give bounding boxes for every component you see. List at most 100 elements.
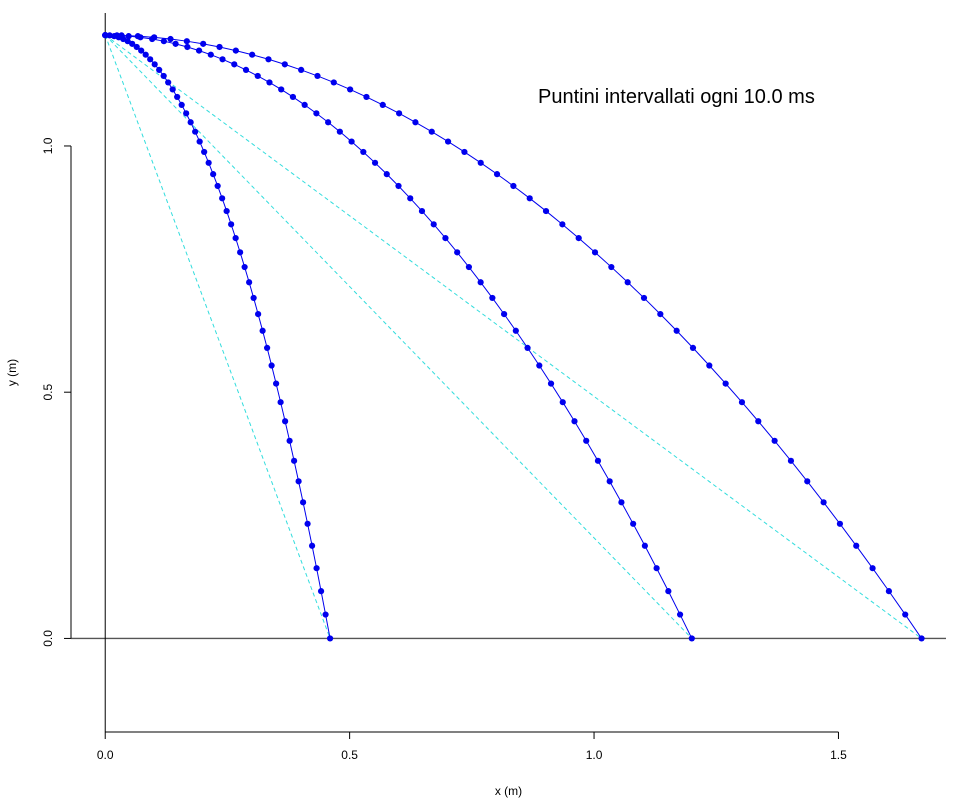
trajectory-1-point-19: [187, 119, 194, 126]
trajectory-2-point-40: [571, 418, 578, 425]
trajectory-3-point-49: [902, 611, 909, 618]
trajectory-3-point-13: [314, 72, 321, 80]
trajectory-2-point-29: [442, 235, 449, 242]
trajectory-2-point-7: [184, 43, 191, 51]
trajectory-1-point-18: [183, 110, 190, 117]
trajectory-3-point-2: [134, 33, 141, 40]
trajectory-1-point-8: [138, 47, 145, 54]
trajectory-1-point-21: [196, 138, 203, 145]
trajectory-3-point-25: [510, 182, 517, 190]
trajectory-2-point-18: [313, 110, 320, 117]
trajectory-3-point-5: [183, 38, 190, 45]
trajectory-1-point-13: [160, 72, 167, 80]
trajectory-1-point-10: [147, 56, 154, 63]
trajectory-1-point-35: [259, 327, 266, 334]
trajectory-2-point-2: [125, 33, 132, 40]
trajectory-2-point-42: [594, 457, 602, 464]
trajectory-2-point-34: [501, 311, 508, 318]
trajectory-2-point-38: [547, 380, 555, 387]
trajectory-1-point-43: [295, 478, 302, 485]
trajectory-2-point-9: [207, 51, 214, 58]
trajectory-3-point-47: [869, 565, 876, 572]
trajectory-1-point-34: [255, 311, 262, 318]
chord-line-3: [104, 34, 922, 639]
trajectory-3-point-50: [918, 635, 925, 642]
trajectory-3-point-10: [265, 56, 272, 63]
trajectory-1-point-41: [286, 437, 293, 444]
trajectory-3-point-4: [167, 35, 174, 43]
trajectory-2-point-28: [430, 221, 437, 228]
trajectory-2-point-20: [336, 128, 343, 135]
trajectory-1-point-32: [246, 279, 253, 286]
x-tick-label-3: 1.5: [830, 748, 847, 762]
trajectory-1-point-44: [299, 499, 307, 506]
trajectory-3-point-32: [624, 279, 631, 286]
trajectory-2-point-26: [407, 195, 414, 202]
trajectory-1-point-14: [165, 79, 172, 86]
trajectory-2-point-10: [219, 56, 226, 63]
trajectory-3-point-19: [412, 119, 419, 126]
trajectory-1-point-16: [174, 93, 181, 101]
trajectory-1-point-27: [223, 207, 230, 215]
trajectory-1-point-45: [304, 520, 311, 527]
trajectory-3-point-22: [461, 148, 468, 156]
trajectory-1-point-38: [273, 380, 280, 387]
trajectory-1-point-23: [205, 159, 212, 166]
chord-line-2: [104, 34, 693, 639]
trajectory-2-point-12: [242, 66, 250, 74]
trajectory-1-point-22: [201, 148, 208, 156]
trajectory-3-point-44: [820, 499, 827, 506]
x-axis-label: x (m): [495, 784, 522, 798]
trajectory-3-point-7: [216, 43, 223, 51]
trajectory-2-point-50: [688, 635, 695, 642]
trajectory-3-point-46: [853, 542, 860, 549]
y-tick-label-2: 1.0: [41, 137, 55, 154]
y-axis-label: y (m): [5, 359, 19, 386]
trajectory-2-point-37: [536, 362, 543, 369]
trajectory-3-point-18: [396, 110, 403, 117]
trajectory-1-point-30: [237, 249, 244, 256]
trajectory-3-point-14: [330, 79, 337, 86]
trajectory-2-point-35: [512, 327, 519, 334]
chord-line-1: [104, 34, 331, 639]
trajectory-2-point-17: [301, 101, 308, 108]
trajectory-1-point-26: [219, 195, 226, 202]
trajectory-1-point-11: [151, 61, 158, 68]
trajectory-1-point-49: [322, 611, 329, 618]
trajectory-3-point-17: [379, 101, 386, 108]
trajectory-3-point-11: [281, 61, 288, 68]
trajectory-2-point-31: [465, 263, 473, 271]
trajectory-2-point-24: [383, 171, 390, 178]
trajectory-3-point-20: [428, 128, 435, 135]
trajectory-1-point-50: [326, 635, 334, 642]
trajectory-3-point-16: [363, 93, 370, 101]
trajectory-2-point-39: [559, 399, 566, 406]
trajectory-1-point-37: [268, 362, 275, 369]
trajectory-2-point-1: [113, 32, 121, 39]
trajectory-2-point-6: [172, 40, 179, 47]
trajectory-3-point-34: [657, 311, 664, 318]
trajectory-3-point-21: [444, 138, 452, 145]
trajectory-2-point-48: [665, 588, 672, 595]
trajectory-3-point-0: [102, 32, 109, 39]
x-tick-label-0: 0.0: [97, 748, 114, 762]
trajectory-3-point-39: [738, 399, 746, 406]
trajectory-2-point-32: [477, 279, 484, 286]
trajectory-3-point-45: [836, 520, 844, 527]
trajectory-2-point-47: [653, 565, 660, 572]
trajectory-2-point-14: [266, 79, 273, 86]
y-tick-label-1: 0.5: [41, 384, 55, 401]
trajectory-3-point-40: [755, 418, 762, 425]
trajectory-2-point-27: [418, 207, 426, 215]
trajectory-2-point-13: [254, 72, 261, 80]
trajectory-1-point-42: [291, 457, 298, 464]
trajectory-3-point-28: [559, 221, 566, 228]
trajectory-2-point-49: [676, 611, 684, 618]
trajectory-2-point-44: [618, 499, 625, 506]
trajectory-1-point-7: [133, 43, 140, 51]
trajectory-1-point-47: [313, 565, 320, 572]
trajectory-2-point-25: [395, 182, 402, 190]
trajectory-3-point-8: [232, 47, 239, 54]
trajectory-1-point-39: [277, 399, 284, 406]
